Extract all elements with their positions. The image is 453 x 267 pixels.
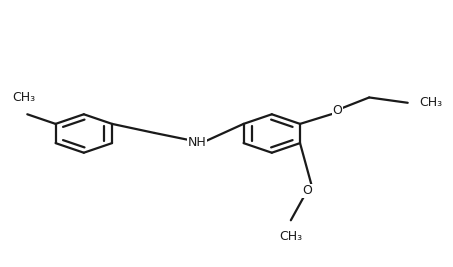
Text: CH₃: CH₃ [12,91,35,104]
Text: CH₃: CH₃ [279,230,303,243]
Text: NH: NH [188,136,207,148]
Text: O: O [302,184,312,197]
Text: O: O [333,104,342,117]
Text: CH₃: CH₃ [419,96,442,109]
